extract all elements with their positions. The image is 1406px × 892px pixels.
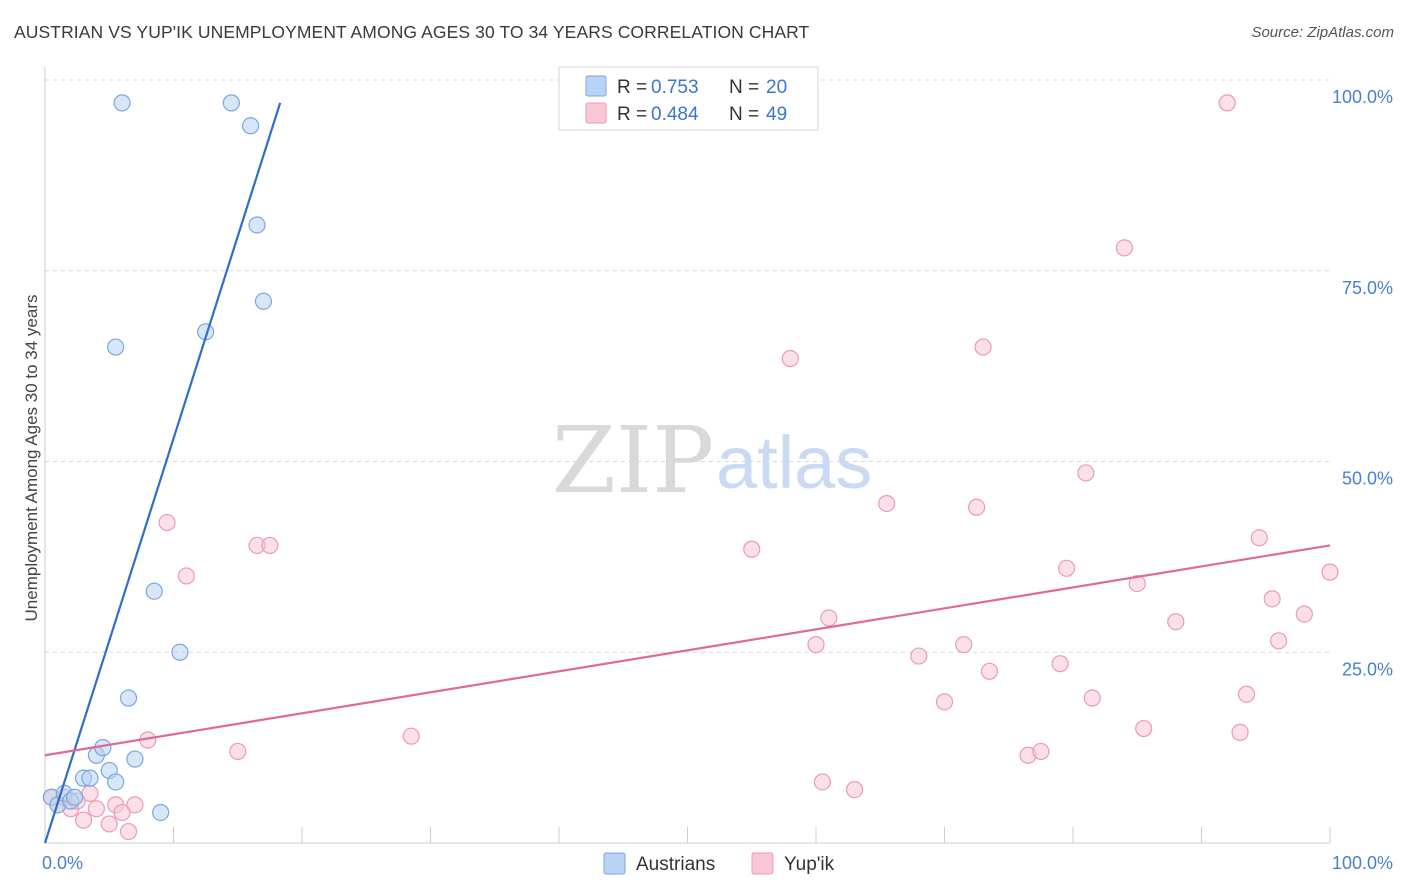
austrians-point	[242, 117, 260, 135]
austrians-point	[254, 292, 273, 310]
austrians-n-value: 20	[766, 77, 787, 98]
yupik-series-swatch	[751, 852, 774, 875]
yupik-point	[743, 540, 761, 558]
yupik-point	[968, 498, 986, 516]
yupik-point	[1269, 632, 1288, 650]
yupik-point	[1263, 590, 1281, 608]
yupik-point	[113, 803, 131, 822]
austrians-r-label: R =	[617, 77, 647, 98]
series-legend: Austrians Yup'ik	[603, 852, 835, 875]
yupik-point	[119, 822, 138, 841]
yupik-point	[1083, 689, 1101, 707]
yupik-point	[402, 727, 420, 745]
yupik-point	[1032, 742, 1050, 761]
yupik-point	[100, 815, 118, 833]
austrians-legend-swatch	[585, 75, 607, 97]
yupik-point	[87, 800, 106, 818]
yupik-legend-swatch	[585, 102, 607, 124]
chart-title: AUSTRIAN VS YUP'IK UNEMPLOYMENT AMONG AG…	[14, 22, 810, 42]
yupik-point	[807, 636, 825, 654]
yupik-trend-line	[44, 544, 1331, 757]
y-tick-labels: 100.0% 75.0% 50.0% 25.0%	[1332, 87, 1393, 679]
yupik-n-value: 49	[766, 104, 787, 125]
watermark: ZIP atlas	[552, 407, 872, 514]
austrians-point	[81, 769, 99, 787]
yupik-point	[177, 567, 195, 585]
austrians-point	[65, 788, 84, 806]
austrians-point	[113, 94, 131, 112]
austrians-point	[107, 338, 125, 356]
yupik-point	[1115, 239, 1134, 257]
yupik-point	[1295, 605, 1313, 623]
yupik-point	[781, 349, 799, 368]
yupik-point	[1057, 559, 1076, 577]
austrians-point	[107, 773, 125, 791]
y-axis-title: Unemployment Among Ages 30 to 34 years	[22, 295, 41, 622]
x-tick-label-max: 100.0%	[1332, 853, 1393, 873]
yupik-point	[935, 693, 954, 711]
chart-source: Source: ZipAtlas.com	[1251, 24, 1394, 41]
yupik-point	[1167, 613, 1185, 631]
austrians-point	[222, 94, 240, 112]
yupik-point	[974, 338, 992, 356]
yupik-point	[158, 513, 176, 532]
y-tick-label: 100.0%	[1332, 87, 1393, 107]
yupik-point	[126, 796, 144, 814]
yupik-point	[1231, 723, 1249, 741]
yupik-point	[81, 784, 99, 803]
austrians-r-value: 0.753	[651, 77, 699, 98]
y-tick-label: 75.0%	[1342, 278, 1393, 298]
yupik-point	[1218, 94, 1236, 112]
trend-lines	[43, 102, 1331, 844]
yupik-point	[955, 636, 973, 654]
yupik-point	[1237, 685, 1256, 703]
yupik-point	[1321, 563, 1339, 581]
yupik-point	[845, 780, 864, 799]
y-tick-label: 25.0%	[1342, 659, 1393, 679]
austrians-n-label: N =	[729, 77, 759, 98]
yupik-point	[1250, 529, 1268, 547]
austrians-point	[171, 643, 189, 661]
watermark-atlas: atlas	[716, 421, 872, 504]
stats-legend: R = 0.753 N = 20 R = 0.484 N = 49	[558, 66, 819, 131]
austrians-series-swatch	[603, 852, 626, 875]
austrians-point	[145, 582, 163, 600]
y-tick-label: 50.0%	[1342, 469, 1393, 489]
yupik-r-value: 0.484	[651, 104, 699, 125]
yupik-point	[878, 494, 896, 513]
yupik-point	[1051, 655, 1069, 673]
austrians-point	[126, 750, 144, 768]
austrians-point	[248, 216, 266, 234]
yupik-point	[813, 773, 832, 791]
yupik-point	[980, 662, 999, 680]
austrians-trend-line	[43, 102, 282, 844]
austrians-point	[119, 689, 138, 707]
yupik-n-label: N =	[729, 104, 759, 125]
yupik-point	[261, 536, 279, 555]
x-tick-label-min: 0.0%	[42, 853, 83, 873]
yupik-point	[1128, 574, 1146, 593]
yupik-point	[910, 647, 928, 665]
yupik-series-label: Yup'ik	[784, 854, 835, 875]
austrians-points	[42, 94, 273, 822]
yupik-point	[229, 742, 247, 761]
austrians-series-label: Austrians	[636, 854, 715, 875]
watermark-zip: ZIP	[552, 407, 714, 514]
yupik-point	[1077, 464, 1095, 482]
yupik-point	[820, 609, 838, 627]
yupik-point	[1135, 719, 1153, 738]
austrians-point	[152, 803, 170, 822]
yupik-r-label: R =	[617, 104, 647, 125]
yupik-point	[74, 811, 93, 829]
